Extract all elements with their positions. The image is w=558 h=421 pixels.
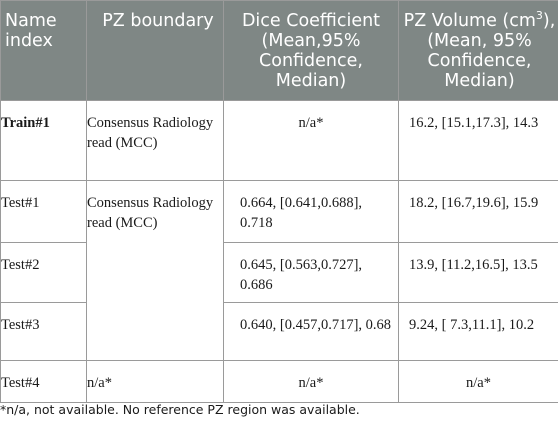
table-row: Test#3 0.640, [0.457,0.717], 0.68 9.24, …	[0, 302, 558, 361]
table-row: Test#4 n/a* n/a* n/a*	[0, 360, 558, 403]
table-row: Train#1 Consensus Radiology read (MCC) n…	[0, 100, 558, 181]
header-pz-volume: PZ Volume (cm3), (Mean, 95% Confidence, …	[398, 0, 558, 101]
row-volume: 18.2, [16.7,19.6], 15.9	[398, 180, 558, 243]
header-pz-volume-sup: 3	[535, 9, 543, 23]
table-row: Test#2 0.645, [0.563,0.727], 0.686 13.9,…	[0, 242, 558, 303]
results-table: Name index PZ boundary Dice Coefficient …	[0, 0, 558, 403]
header-pz-boundary: PZ boundary	[86, 0, 224, 101]
table-row: Test#1 Consensus Radiology read (MCC) 0.…	[0, 180, 558, 361]
row-volume: 16.2, [15.1,17.3], 14.3	[398, 100, 558, 181]
row-volume: n/a*	[398, 360, 558, 403]
row-pz-boundary: n/a*	[86, 360, 224, 403]
row-volume: 9.24, [ 7.3,11.1], 10.2	[398, 302, 558, 361]
row-pz-boundary: Consensus Radiology read (MCC)	[86, 100, 224, 181]
row-dice: 0.645, [0.563,0.727], 0.686	[223, 242, 399, 303]
row-dice: 0.640, [0.457,0.717], 0.68	[223, 302, 399, 361]
row-name-test1: Test#1	[0, 180, 87, 243]
row-dice: n/a*	[223, 100, 399, 181]
row-volume: 13.9, [11.2,16.5], 13.5	[398, 242, 558, 303]
row-name-test2: Test#2	[0, 242, 87, 303]
row-dice: n/a*	[223, 360, 399, 403]
header-name-index: Name index	[0, 0, 87, 101]
table-footnote: *n/a, not available. No reference PZ reg…	[0, 402, 360, 417]
row-name-test3: Test#3	[0, 302, 87, 361]
header-pz-volume-post: ), (Mean, 95% Confidence, Median)	[427, 11, 556, 91]
row-pz-boundary-merged: Consensus Radiology read (MCC)	[86, 180, 224, 361]
header-row: Name index PZ boundary Dice Coefficient …	[0, 0, 558, 101]
header-pz-volume-pre: PZ Volume (cm	[403, 11, 536, 31]
row-dice: 0.664, [0.641,0.688], 0.718	[223, 180, 399, 243]
header-dice-coefficient: Dice Coefficient (Mean,95% Confidence, M…	[223, 0, 399, 101]
row-name-test4: Test#4	[0, 360, 87, 403]
row-name-train1: Train#1	[0, 100, 87, 181]
